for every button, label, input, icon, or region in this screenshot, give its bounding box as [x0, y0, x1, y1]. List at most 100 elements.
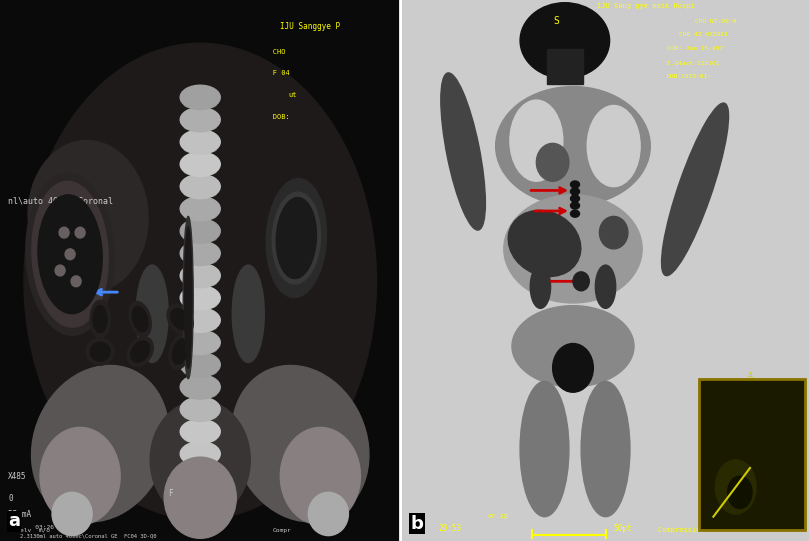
Text: DOB:: DOB: — [260, 114, 290, 120]
Ellipse shape — [184, 227, 192, 368]
Ellipse shape — [93, 306, 107, 333]
Text: 03:26: 03:26 — [24, 525, 54, 530]
Ellipse shape — [180, 375, 220, 399]
Text: L 1: L 1 — [754, 487, 765, 492]
Ellipse shape — [504, 195, 642, 303]
Ellipse shape — [281, 427, 361, 525]
Text: X485: X485 — [8, 472, 27, 481]
Ellipse shape — [127, 337, 153, 367]
Ellipse shape — [184, 391, 216, 398]
Ellipse shape — [184, 302, 216, 309]
Ellipse shape — [28, 141, 148, 292]
Text: nl\auto 40sec\Coronal: nl\auto 40sec\Coronal — [8, 196, 113, 206]
Ellipse shape — [570, 195, 579, 202]
Ellipse shape — [26, 173, 114, 335]
Ellipse shape — [570, 181, 579, 188]
Ellipse shape — [167, 304, 193, 334]
Ellipse shape — [129, 301, 151, 337]
Text: 0: 0 — [8, 494, 13, 503]
Ellipse shape — [136, 265, 168, 362]
Ellipse shape — [40, 427, 120, 525]
Ellipse shape — [553, 344, 593, 392]
Ellipse shape — [530, 265, 551, 308]
Ellipse shape — [180, 130, 220, 154]
Text: 2.3130ml auto 40sec\Coronal GE  FC04 3D-Q0: 2.3130ml auto 40sec\Coronal GE FC04 3D-Q… — [20, 533, 156, 538]
Ellipse shape — [180, 152, 220, 176]
Text: Compression 48: Compression 48 — [659, 527, 718, 533]
Ellipse shape — [715, 460, 756, 514]
Text: DOB:1973-01-: DOB:1973-01- — [667, 74, 712, 79]
Ellipse shape — [587, 105, 640, 187]
Text: 50pt: 50pt — [614, 524, 632, 533]
Ellipse shape — [172, 339, 188, 364]
Text: L: L — [780, 450, 785, 459]
Text: Y=48: Y=48 — [754, 509, 769, 514]
Ellipse shape — [184, 369, 216, 375]
Ellipse shape — [184, 414, 216, 420]
Text: or.sp: or.sp — [488, 513, 509, 519]
Text: a: a — [8, 512, 20, 530]
Ellipse shape — [184, 124, 216, 130]
Ellipse shape — [59, 227, 69, 238]
Text: R: R — [701, 450, 706, 459]
Ellipse shape — [662, 103, 729, 276]
Ellipse shape — [164, 457, 236, 538]
Ellipse shape — [171, 308, 189, 330]
Text: P: P — [748, 518, 752, 527]
Ellipse shape — [184, 147, 216, 153]
Ellipse shape — [24, 43, 376, 519]
Text: F 04: F 04 — [260, 70, 290, 76]
Ellipse shape — [536, 143, 569, 181]
Ellipse shape — [520, 381, 569, 517]
Ellipse shape — [184, 235, 216, 242]
Ellipse shape — [570, 188, 579, 195]
Ellipse shape — [573, 272, 589, 291]
Text: CHO 42 HY2013: CHO 42 HY2013 — [679, 32, 727, 37]
Ellipse shape — [180, 464, 220, 488]
Ellipse shape — [180, 330, 220, 354]
Ellipse shape — [727, 476, 752, 509]
Text: b: b — [410, 515, 423, 533]
Ellipse shape — [150, 400, 250, 519]
Ellipse shape — [231, 365, 369, 522]
Ellipse shape — [520, 3, 610, 78]
Ellipse shape — [570, 202, 579, 209]
Text: ut: ut — [288, 92, 297, 98]
Ellipse shape — [266, 179, 327, 298]
Ellipse shape — [184, 213, 216, 220]
Ellipse shape — [183, 216, 193, 379]
Text: Z 100: Z 100 — [754, 498, 773, 503]
Text: W 2: W 2 — [754, 476, 765, 481]
Bar — [547, 49, 583, 84]
Text: Compr: Compr — [273, 528, 291, 533]
Text: elv  m/o    C.E: elv m/o C.E — [20, 528, 76, 533]
Ellipse shape — [131, 341, 150, 362]
Ellipse shape — [595, 265, 616, 308]
Ellipse shape — [180, 85, 220, 110]
Ellipse shape — [55, 265, 65, 276]
Ellipse shape — [180, 241, 220, 266]
Ellipse shape — [180, 219, 220, 243]
Ellipse shape — [180, 353, 220, 377]
Ellipse shape — [184, 347, 216, 353]
Ellipse shape — [272, 192, 320, 284]
Ellipse shape — [180, 108, 220, 132]
Text: IJU Sanggye P: IJU Sanggye P — [280, 22, 341, 31]
Ellipse shape — [308, 492, 349, 536]
Ellipse shape — [133, 307, 148, 332]
Ellipse shape — [184, 102, 216, 108]
Ellipse shape — [52, 492, 92, 536]
Ellipse shape — [180, 397, 220, 421]
Ellipse shape — [184, 325, 216, 331]
Ellipse shape — [232, 265, 265, 362]
Ellipse shape — [184, 280, 216, 287]
Ellipse shape — [180, 308, 220, 332]
Ellipse shape — [90, 300, 110, 338]
Ellipse shape — [169, 334, 192, 370]
Text: S: S — [554, 16, 560, 26]
Ellipse shape — [38, 195, 102, 314]
Ellipse shape — [32, 181, 108, 327]
Text: 20:53: 20:53 — [438, 524, 462, 533]
Ellipse shape — [180, 286, 220, 310]
Ellipse shape — [180, 441, 220, 466]
